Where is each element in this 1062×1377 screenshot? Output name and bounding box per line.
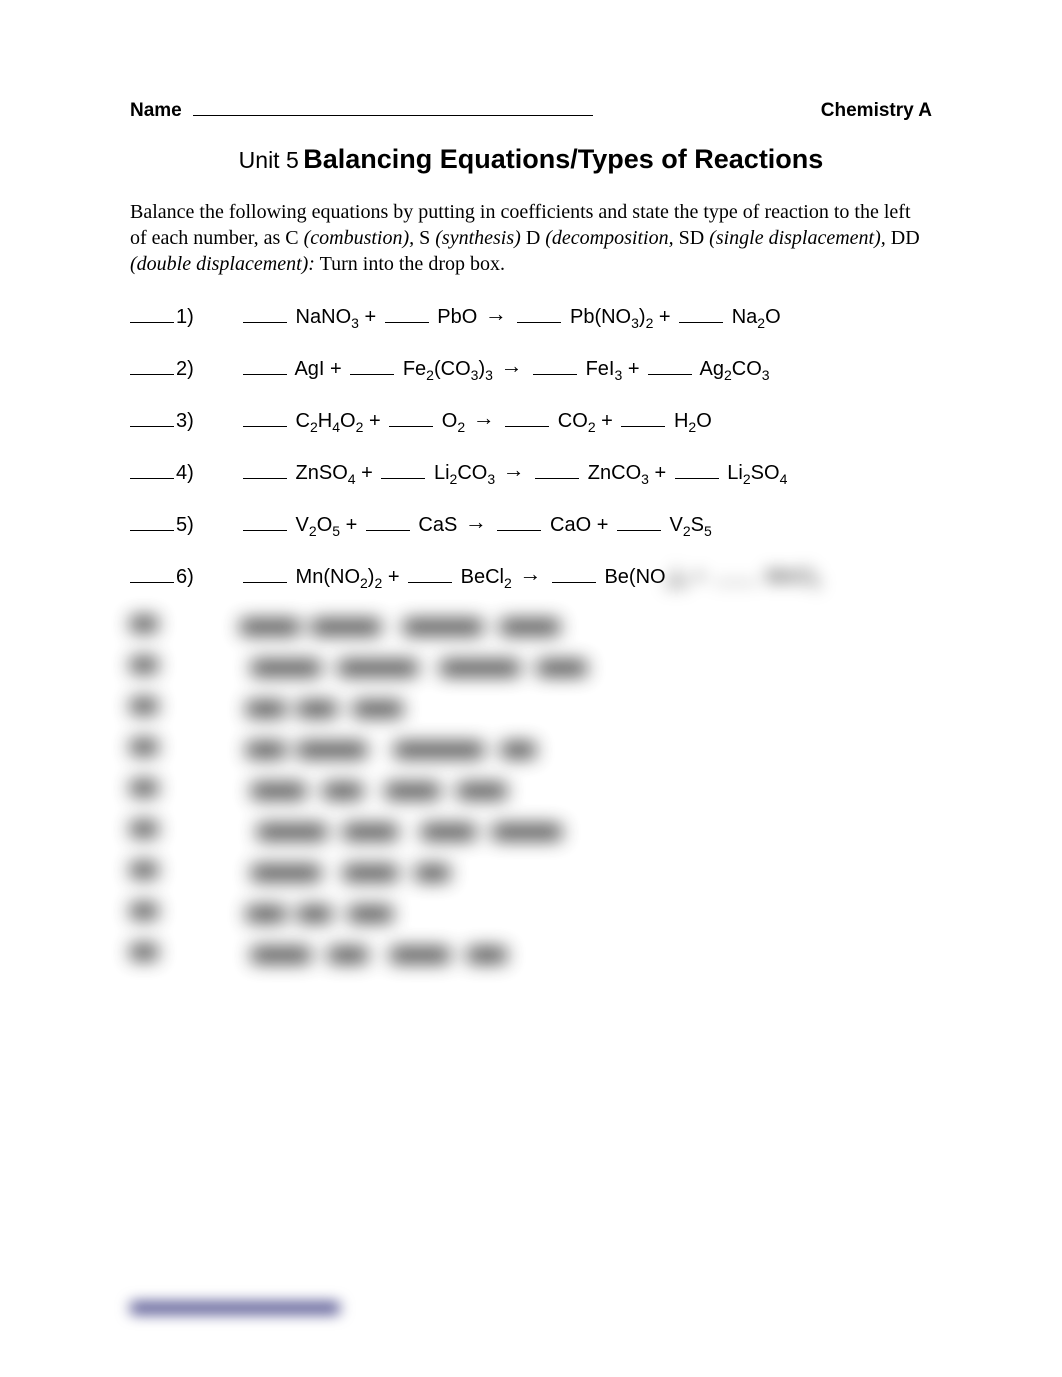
type-blank-6[interactable] xyxy=(130,582,174,583)
equation-row-5: 5) V2O5 + CaS → CaO + V2S5 xyxy=(130,511,932,539)
coef-blank[interactable] xyxy=(243,582,287,583)
type-blank-4[interactable] xyxy=(130,478,174,479)
equation-4: ZnSO4 + Li2CO3 → ZnCO3 + Li2SO4 xyxy=(240,459,787,487)
main-title: Balancing Equations/Types of Reactions xyxy=(303,144,823,174)
equation-row-2: 2) AgI + Fe2(CO3)3 → FeI3 + Ag2CO3 xyxy=(130,355,932,383)
coef-blank[interactable] xyxy=(366,530,410,531)
arrow-icon: → xyxy=(485,301,507,326)
coef-blank[interactable] xyxy=(621,426,665,427)
type-blank-3[interactable] xyxy=(130,426,174,427)
type-blank-1[interactable] xyxy=(130,322,174,323)
equation-row-4: 4) ZnSO4 + Li2CO3 → ZnCO3 + Li2SO4 xyxy=(130,459,932,487)
coef-blank[interactable] xyxy=(648,374,692,375)
type-blank-5[interactable] xyxy=(130,530,174,531)
coef-blank[interactable] xyxy=(243,322,287,323)
equation-6: Mn(NO2)2 + BeCl2 → Be(NO2)2 + MnCl2 xyxy=(240,563,821,591)
coef-blank[interactable] xyxy=(408,582,452,583)
coef-blank[interactable] xyxy=(389,426,433,427)
unit-prefix: Unit 5 xyxy=(239,147,299,173)
instructions-text: Balance the following equations by putti… xyxy=(130,199,932,277)
equation-1: NaNO3 + PbO → Pb(NO3)2 + Na2O xyxy=(240,303,781,331)
arrow-icon: → xyxy=(465,509,487,534)
footer-link xyxy=(130,1299,340,1317)
coef-blank[interactable] xyxy=(679,322,723,323)
coef-blank[interactable] xyxy=(497,530,541,531)
name-field[interactable]: Name xyxy=(130,100,593,122)
arrow-icon: → xyxy=(473,405,495,430)
worksheet-header: Name Chemistry A xyxy=(130,100,932,122)
coef-blank[interactable] xyxy=(243,478,287,479)
coef-blank[interactable] xyxy=(243,426,287,427)
coef-blank[interactable] xyxy=(675,478,719,479)
course-label: Chemistry A xyxy=(821,100,932,122)
blurred-content xyxy=(130,615,932,966)
coef-blank[interactable] xyxy=(381,478,425,479)
coef-blank[interactable] xyxy=(517,322,561,323)
coef-blank[interactable] xyxy=(552,582,596,583)
coef-blank[interactable] xyxy=(385,322,429,323)
equation-3: C2H4O2 + O2 → CO2 + H2O xyxy=(240,407,712,435)
equation-row-1: 1) NaNO3 + PbO → Pb(NO3)2 + Na2O xyxy=(130,303,932,331)
equation-row-3: 3) C2H4O2 + O2 → CO2 + H2O xyxy=(130,407,932,435)
coef-blank[interactable] xyxy=(617,530,661,531)
coef-blank[interactable] xyxy=(533,374,577,375)
coef-blank[interactable] xyxy=(243,530,287,531)
worksheet-title: Unit 5 Balancing Equations/Types of Reac… xyxy=(130,144,932,175)
arrow-icon: → xyxy=(500,353,522,378)
name-label: Name xyxy=(130,100,182,121)
arrow-icon: → xyxy=(519,561,541,586)
equation-2: AgI + Fe2(CO3)3 → FeI3 + Ag2CO3 xyxy=(240,355,770,383)
name-blank-line[interactable] xyxy=(193,115,593,116)
type-blank-2[interactable] xyxy=(130,374,174,375)
equation-row-6: 6) Mn(NO2)2 + BeCl2 → Be(NO2)2 + MnCl2 xyxy=(130,563,932,591)
coef-blank[interactable] xyxy=(535,478,579,479)
equation-5: V2O5 + CaS → CaO + V2S5 xyxy=(240,511,712,539)
arrow-icon: → xyxy=(503,457,525,482)
coef-blank[interactable] xyxy=(350,374,394,375)
coef-blank[interactable] xyxy=(505,426,549,427)
coef-blank[interactable] xyxy=(243,374,287,375)
